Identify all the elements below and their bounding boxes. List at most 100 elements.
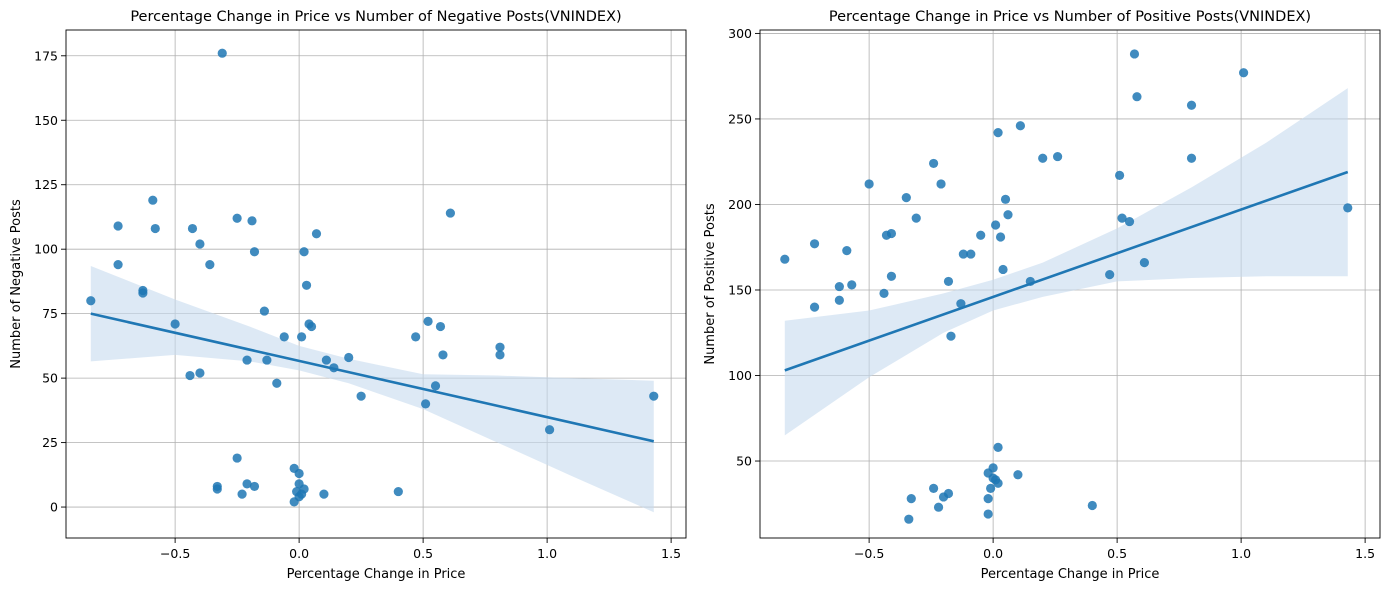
- data-point: [904, 514, 914, 524]
- data-point: [1186, 153, 1197, 163]
- data-point: [1003, 210, 1013, 220]
- data-point: [1343, 203, 1353, 213]
- data-point: [809, 302, 820, 312]
- data-point: [445, 208, 455, 218]
- y-tick-label: 50: [736, 454, 752, 469]
- data-point: [983, 509, 993, 519]
- data-point: [545, 425, 555, 435]
- x-tick-label: 0.0: [289, 546, 309, 561]
- x-tick-label: 1.5: [661, 546, 681, 561]
- data-point: [1186, 100, 1197, 110]
- data-point: [956, 299, 966, 309]
- x-tick-label: 1.5: [1355, 546, 1375, 561]
- data-point: [946, 331, 956, 341]
- data-point: [289, 497, 299, 507]
- data-point: [495, 350, 505, 360]
- data-point: [311, 229, 322, 239]
- data-point: [834, 295, 844, 305]
- data-point: [1000, 194, 1011, 204]
- data-point: [421, 399, 431, 409]
- data-point: [933, 502, 944, 512]
- data-point: [205, 260, 215, 270]
- data-point: [847, 280, 857, 290]
- y-tick-label: 125: [34, 177, 58, 192]
- data-point: [976, 230, 986, 240]
- chart-title: Percentage Change in Price vs Number of …: [130, 9, 621, 25]
- y-axis-label: Number of Positive Posts: [703, 203, 718, 364]
- data-point: [297, 332, 307, 342]
- data-point: [983, 494, 993, 504]
- data-point: [901, 193, 911, 203]
- x-tick-label: −0.5: [854, 546, 884, 561]
- data-point: [943, 276, 954, 287]
- data-point: [936, 179, 946, 189]
- data-point: [279, 332, 289, 342]
- data-point: [943, 488, 954, 499]
- data-point: [438, 350, 448, 360]
- x-axis-label: Percentage Change in Price: [287, 567, 466, 582]
- data-point: [864, 179, 874, 189]
- data-point: [150, 223, 160, 234]
- data-point: [113, 260, 123, 270]
- data-point: [995, 232, 1006, 242]
- data-point: [344, 352, 354, 363]
- data-point: [998, 264, 1008, 275]
- confidence-band: [784, 88, 1348, 436]
- data-point: [148, 195, 158, 205]
- data-point: [356, 391, 366, 401]
- data-point: [249, 247, 260, 257]
- chart-positive-posts: −0.5 0.0 0.5 1.0 1.5 50 100 150 200 250 300 Percent…: [703, 9, 1381, 582]
- data-point: [993, 442, 1003, 452]
- data-point: [842, 246, 852, 256]
- data-point: [1129, 49, 1140, 59]
- y-tick-label: 300: [728, 26, 752, 41]
- data-point: [649, 391, 659, 401]
- data-point: [993, 128, 1003, 138]
- data-point: [138, 288, 148, 298]
- data-point: [301, 280, 312, 290]
- data-point: [1053, 151, 1063, 162]
- data-point: [929, 483, 939, 493]
- plot-frame: [65, 29, 687, 539]
- data-point: [435, 321, 446, 332]
- x-tick-label: 0.0: [983, 546, 1003, 561]
- y-tick-label: 100: [728, 368, 752, 383]
- data-point: [809, 239, 820, 249]
- data-point: [1124, 216, 1135, 227]
- data-point: [170, 319, 180, 329]
- y-tick-label: 25: [42, 435, 58, 450]
- data-point: [187, 223, 198, 234]
- regression-line: [784, 170, 1349, 372]
- x-tick-label: 0.5: [413, 546, 433, 561]
- y-tick-label: 150: [728, 282, 752, 297]
- data-point: [294, 468, 304, 479]
- data-point: [185, 370, 195, 381]
- data-point: [911, 213, 921, 223]
- data-point: [393, 486, 403, 497]
- data-point: [1105, 269, 1115, 280]
- y-tick-label: 50: [42, 371, 58, 386]
- y-tick-label: 150: [34, 113, 58, 128]
- data-point: [242, 479, 252, 489]
- data-point: [993, 478, 1003, 488]
- data-point: [299, 247, 309, 257]
- data-point: [195, 239, 205, 249]
- data-point: [249, 481, 260, 492]
- data-point: [411, 332, 421, 342]
- data-point: [113, 221, 123, 231]
- y-tick-label: 200: [728, 197, 752, 212]
- data-point: [886, 228, 897, 239]
- data-point: [958, 249, 968, 259]
- data-point: [906, 494, 916, 504]
- data-point: [988, 463, 998, 473]
- data-point: [306, 321, 317, 332]
- data-point: [991, 220, 1001, 230]
- y-tick-label: 175: [34, 48, 58, 63]
- data-point: [319, 489, 329, 499]
- y-tick-label: 250: [728, 111, 752, 126]
- data-point: [986, 483, 996, 493]
- data-point: [1015, 121, 1025, 131]
- data-point: [1038, 153, 1048, 163]
- data-point: [321, 355, 331, 365]
